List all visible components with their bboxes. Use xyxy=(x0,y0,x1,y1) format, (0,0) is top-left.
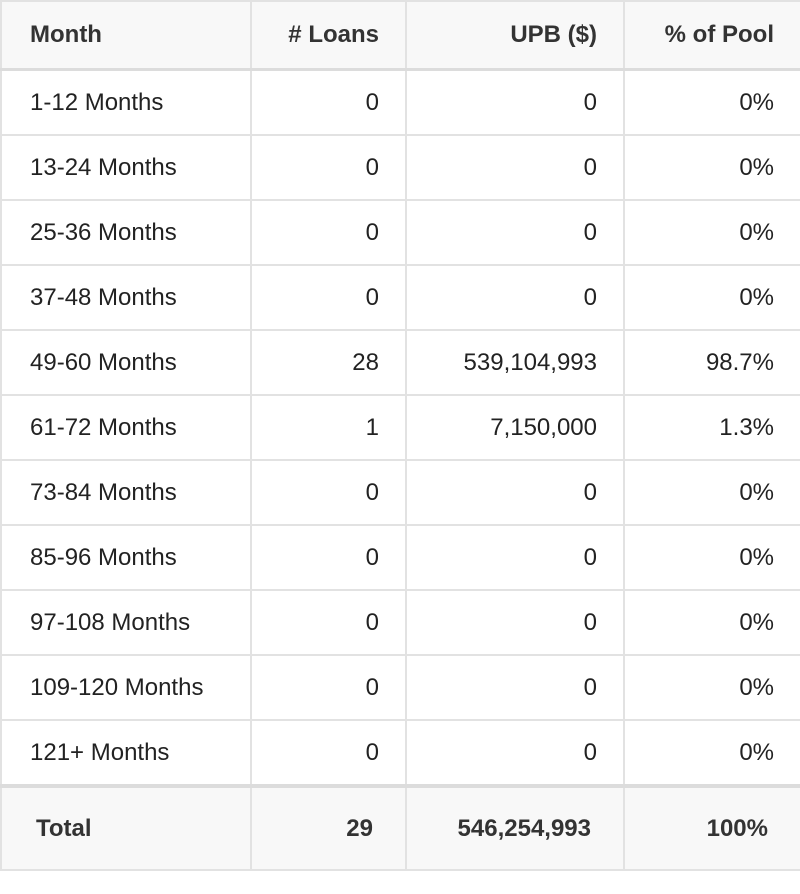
table-row: 37-48 Months 0 0 0% xyxy=(0,264,800,331)
cell-upb: 0 xyxy=(405,199,625,266)
table-header: Month # Loans UPB ($) % of Pool xyxy=(0,0,800,71)
cell-loans: 0 xyxy=(250,199,407,266)
cell-loans: 0 xyxy=(250,589,407,656)
cell-month: 49-60 Months xyxy=(0,329,252,396)
table-row: 85-96 Months 0 0 0% xyxy=(0,524,800,591)
cell-month: 73-84 Months xyxy=(0,459,252,526)
cell-loans: 0 xyxy=(250,719,407,787)
cell-pool: 0% xyxy=(623,524,800,591)
cell-loans: 28 xyxy=(250,329,407,396)
cell-pool: 0% xyxy=(623,134,800,201)
cell-loans: 0 xyxy=(250,654,407,721)
cell-month: 109-120 Months xyxy=(0,654,252,721)
cell-pool: 1.3% xyxy=(623,394,800,461)
cell-loans: 0 xyxy=(250,524,407,591)
cell-month: 37-48 Months xyxy=(0,264,252,331)
cell-month: 61-72 Months xyxy=(0,394,252,461)
table-row: 13-24 Months 0 0 0% xyxy=(0,134,800,201)
cell-loans: 0 xyxy=(250,134,407,201)
cell-upb: 0 xyxy=(405,589,625,656)
total-loans: 29 xyxy=(250,784,407,871)
cell-month: 1-12 Months xyxy=(0,68,252,136)
column-header-loans[interactable]: # Loans xyxy=(250,0,407,71)
loan-term-table: Month # Loans UPB ($) % of Pool 1-12 Mon… xyxy=(0,0,800,871)
cell-loans: 0 xyxy=(250,264,407,331)
cell-pool: 0% xyxy=(623,654,800,721)
table-row: 73-84 Months 0 0 0% xyxy=(0,459,800,526)
total-pool: 100% xyxy=(623,784,800,871)
table-row: 97-108 Months 0 0 0% xyxy=(0,589,800,656)
column-header-upb[interactable]: UPB ($) xyxy=(405,0,625,71)
header-row: Month # Loans UPB ($) % of Pool xyxy=(0,0,800,71)
cell-month: 121+ Months xyxy=(0,719,252,787)
table-row: 1-12 Months 0 0 0% xyxy=(0,68,800,136)
cell-upb: 0 xyxy=(405,719,625,787)
table-row: 25-36 Months 0 0 0% xyxy=(0,199,800,266)
cell-pool: 0% xyxy=(623,459,800,526)
cell-pool: 0% xyxy=(623,264,800,331)
cell-upb: 0 xyxy=(405,134,625,201)
total-label: Total xyxy=(0,784,252,871)
cell-loans: 0 xyxy=(250,68,407,136)
table-row: 49-60 Months 28 539,104,993 98.7% xyxy=(0,329,800,396)
cell-month: 25-36 Months xyxy=(0,199,252,266)
cell-pool: 0% xyxy=(623,199,800,266)
table-row: 121+ Months 0 0 0% xyxy=(0,719,800,787)
cell-pool: 98.7% xyxy=(623,329,800,396)
cell-upb: 539,104,993 xyxy=(405,329,625,396)
cell-month: 85-96 Months xyxy=(0,524,252,591)
cell-upb: 0 xyxy=(405,654,625,721)
cell-upb: 7,150,000 xyxy=(405,394,625,461)
cell-upb: 0 xyxy=(405,459,625,526)
total-row: Total 29 546,254,993 100% xyxy=(0,784,800,871)
column-header-pool[interactable]: % of Pool xyxy=(623,0,800,71)
cell-pool: 0% xyxy=(623,589,800,656)
cell-loans: 1 xyxy=(250,394,407,461)
table-row: 109-120 Months 0 0 0% xyxy=(0,654,800,721)
cell-upb: 0 xyxy=(405,68,625,136)
cell-pool: 0% xyxy=(623,68,800,136)
cell-month: 97-108 Months xyxy=(0,589,252,656)
column-header-month[interactable]: Month xyxy=(0,0,252,71)
cell-loans: 0 xyxy=(250,459,407,526)
table-body: 1-12 Months 0 0 0% 13-24 Months 0 0 0% 2… xyxy=(0,68,800,787)
table-row: 61-72 Months 1 7,150,000 1.3% xyxy=(0,394,800,461)
cell-month: 13-24 Months xyxy=(0,134,252,201)
total-upb: 546,254,993 xyxy=(405,784,625,871)
cell-pool: 0% xyxy=(623,719,800,787)
cell-upb: 0 xyxy=(405,264,625,331)
cell-upb: 0 xyxy=(405,524,625,591)
table-footer: Total 29 546,254,993 100% xyxy=(0,784,800,871)
